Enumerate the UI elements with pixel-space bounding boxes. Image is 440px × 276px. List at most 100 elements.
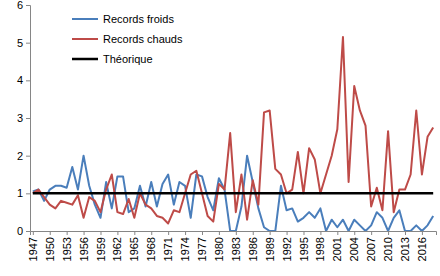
x-tick: 1980 [213,231,225,261]
x-tick: 1992 [281,231,293,261]
x-tick-label: 2004 [348,237,360,261]
x-tick-mark [185,231,186,235]
x-tick-mark [388,231,389,235]
x-tick-mark [50,231,51,235]
x-tick-label: 1971 [162,237,174,261]
x-tick-label: 1974 [179,237,191,261]
x-tick: 1947 [27,231,39,261]
x-tick: 1956 [78,231,90,261]
x-tick-mark [371,231,372,235]
x-tick-label: 1998 [314,237,326,261]
x-tick-mark [84,231,85,235]
x-tick-label: 2010 [382,237,394,261]
x-tick: 2004 [348,231,360,261]
x-tick: 1971 [162,231,174,261]
x-tick-mark [117,231,118,235]
x-tick-label: 1977 [196,237,208,261]
y-axis-line [26,6,31,232]
x-tick-mark [354,231,355,235]
x-tick-mark [33,231,34,235]
x-tick-label: 1995 [298,237,310,261]
x-tick-label: 1986 [247,237,259,261]
x-tick: 2013 [399,231,411,261]
x-tick-label: 2001 [331,237,343,261]
x-tick-mark [100,231,101,235]
y-tick-mark [26,156,30,157]
x-tick-label: 2016 [416,237,428,261]
legend-label: Théorique [103,53,153,65]
legend-swatch [72,18,98,20]
y-tick-label: 6 [17,0,23,11]
x-tick-mark [337,231,338,235]
x-tick: 1977 [196,231,208,261]
legend: Records froids Records chauds Théorique [72,13,183,65]
y-tick: 2 [17,150,30,162]
x-tick: 1950 [44,231,56,261]
y-tick: 0 [17,225,30,237]
x-tick-label: 1968 [145,237,157,261]
x-tick: 2007 [365,231,377,261]
x-tick-mark [168,231,169,235]
x-tick-mark [405,231,406,235]
y-tick: 1 [17,187,30,199]
x-tick: 1995 [298,231,310,261]
series-line [33,192,433,195]
y-tick: 3 [17,112,30,124]
x-tick-mark [320,231,321,235]
x-tick: 2016 [416,231,428,261]
x-tick: 1974 [179,231,191,261]
x-tick-mark [270,231,271,235]
x-tick-label: 1962 [111,237,123,261]
x-tick-mark [151,231,152,235]
x-tick: 1986 [247,231,259,261]
x-tick: 1953 [61,231,73,261]
x-tick-label: 2013 [399,237,411,261]
x-tick: 1989 [264,231,276,261]
x-tick-mark [134,231,135,235]
y-tick-mark [26,193,30,194]
x-tick-mark [287,231,288,235]
y-tick: 4 [17,74,30,86]
y-tick-label: 0 [17,225,23,237]
x-tick-mark [236,231,237,235]
chart: 0 1 2 3 4 5 6 1947 1950 1953 1956 1959 1962 1965 1968 1… [0,0,440,276]
y-tick-label: 5 [17,37,23,49]
x-tick: 1965 [128,231,140,261]
x-tick-label: 1947 [27,237,39,261]
y-tick: 5 [17,37,30,49]
x-tick: 1962 [111,231,123,261]
series-line [33,37,433,223]
y-tick-mark [26,5,30,6]
y-tick-mark [26,231,30,232]
x-tick: 1998 [314,231,326,261]
x-tick-label: 1992 [281,237,293,261]
legend-item: Théorique [72,53,153,65]
y-tick-mark [26,118,30,119]
x-tick-label: 1989 [264,237,276,261]
x-tick-label: 1980 [213,237,225,261]
x-tick-label: 1959 [95,237,107,261]
x-tick: 2001 [331,231,343,261]
x-tick: 2010 [382,231,394,261]
x-tick-mark [253,231,254,235]
legend-swatch [72,58,98,61]
x-tick-label: 1950 [44,237,56,261]
x-tick-mark [67,231,68,235]
legend-swatch [72,38,98,40]
x-tick-mark [219,231,220,235]
legend-item: Records chauds [72,33,183,45]
y-tick: 6 [17,0,30,11]
x-tick-label: 1965 [128,237,140,261]
y-axis: 0 1 2 3 4 5 6 [17,0,31,237]
x-tick-mark [422,231,423,235]
x-tick: 1959 [95,231,107,261]
legend-item: Records froids [72,13,174,25]
x-tick: 1983 [230,231,242,261]
legend-label: Records chauds [103,33,183,45]
y-tick-label: 4 [17,74,23,86]
x-tick-label: 2007 [365,237,377,261]
x-axis-line [31,232,437,236]
x-tick-mark [202,231,203,235]
legend-label: Records froids [103,13,174,25]
x-tick-label: 1956 [78,237,90,261]
